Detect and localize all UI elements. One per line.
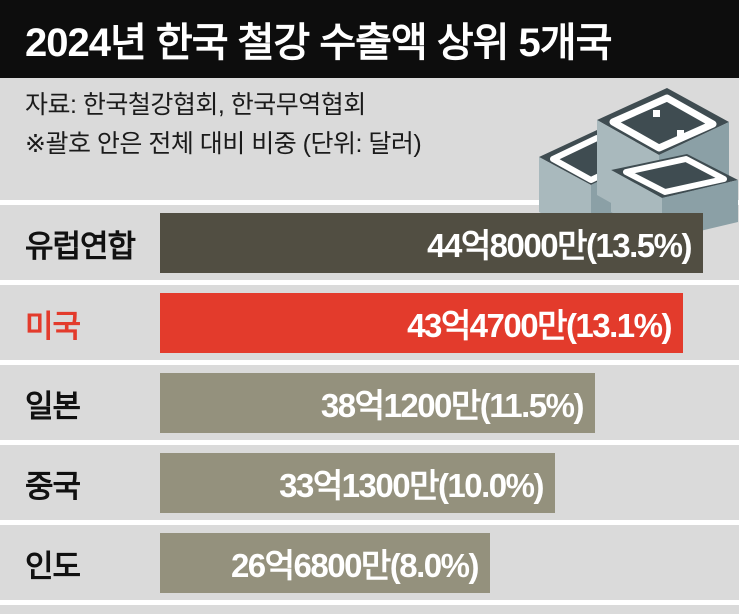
note-text: ※괄호 안은 전체 대비 비중 (단위: 달러): [25, 130, 422, 158]
chart-row-usa: 미국 43억4700만(13.1%): [0, 293, 739, 353]
category-label: 중국: [25, 468, 81, 504]
chart-row-eu: 유럽연합 44억8000만(13.5%): [0, 213, 739, 273]
row-divider: [0, 440, 739, 445]
chart-row-japan: 일본 38억1200만(11.5%): [0, 373, 739, 433]
bar-value-label: 44억8000만(13.5%): [427, 227, 692, 264]
bar-japan: 38억1200만(11.5%): [160, 373, 595, 433]
row-divider: [0, 360, 739, 365]
money-stack-icon: [539, 88, 738, 240]
category-label: 인도: [25, 548, 81, 584]
chart-row-china: 중국 33억1300만(10.0%): [0, 453, 739, 513]
row-divider: [0, 520, 739, 525]
page-title: 2024년 한국 철강 수출액 상위 5개국: [25, 21, 612, 65]
bar-india: 26억6800만(8.0%): [160, 533, 490, 593]
bar-china: 33억1300만(10.0%): [160, 453, 555, 513]
source-text: 자료: 한국철강협회, 한국무역협회: [25, 91, 366, 119]
title-bar: 2024년 한국 철강 수출액 상위 5개국: [0, 0, 739, 78]
row-divider: [0, 600, 739, 605]
chart-row-india: 인도 26억6800만(8.0%): [0, 533, 739, 593]
category-label: 유럽연합: [25, 228, 136, 264]
bar-value-label: 26억6800만(8.0%): [230, 547, 480, 584]
bar-value-label: 33억1300만(10.0%): [279, 467, 544, 504]
category-label: 일본: [25, 388, 81, 424]
bar-value-label: 38억1200만(11.5%): [320, 387, 585, 424]
category-label: 미국: [25, 308, 81, 344]
bar-value-label: 43억4700만(13.1%): [407, 307, 672, 344]
bar-eu: 44억8000만(13.5%): [160, 213, 703, 273]
row-divider: [0, 200, 739, 205]
bar-usa: 43억4700만(13.1%): [160, 293, 683, 353]
info-block: 자료: 한국철강협회, 한국무역협회 ※괄호 안은 전체 대비 비중 (단위: …: [25, 86, 422, 164]
row-divider: [0, 280, 739, 285]
